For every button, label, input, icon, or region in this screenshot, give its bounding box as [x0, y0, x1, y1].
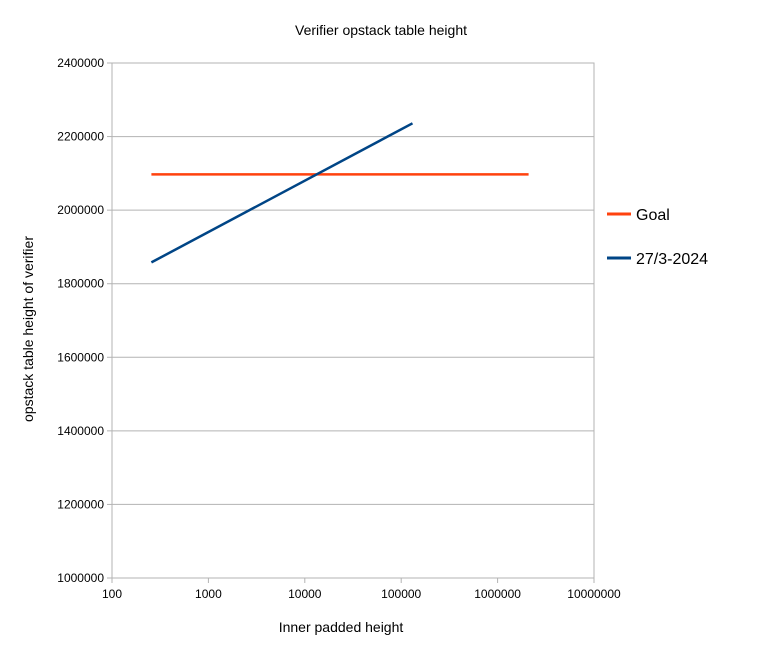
y-axis-ticks: 1000000 1200000 1400000 1600000 1800000 20000…	[57, 56, 112, 585]
legend-label-0: Goal	[636, 207, 670, 224]
y-tick-label: 2200000	[57, 130, 104, 144]
y-tick-label: 1600000	[57, 350, 104, 364]
y-tick-label: 2000000	[57, 203, 104, 217]
y-axis-title: opstack table height of verifier	[20, 236, 36, 422]
x-tick-label: 10000	[288, 587, 322, 601]
x-axis-ticks: 100 1000 10000 100000 1000000 10000000	[102, 578, 621, 601]
chart-title: Verifier opstack table height	[295, 22, 467, 38]
x-tick-label: 1000000	[474, 587, 521, 601]
legend-label-1: 27/3-2024	[636, 251, 708, 268]
y-tick-label: 1000000	[57, 571, 104, 585]
grid	[112, 62, 594, 579]
y-tick-label: 2400000	[57, 56, 104, 70]
legend: Goal 27/3-2024	[607, 207, 708, 268]
series-lines	[150, 122, 529, 264]
x-axis-title: Inner padded height	[279, 619, 404, 635]
x-tick-label: 10000000	[567, 587, 621, 601]
y-tick-label: 1800000	[57, 277, 104, 291]
x-tick-label: 1000	[195, 587, 222, 601]
y-tick-label: 1200000	[57, 497, 104, 511]
plot-area	[111, 62, 595, 579]
x-tick-label: 100	[102, 587, 122, 601]
x-tick-label: 100000	[381, 587, 421, 601]
series-line-1	[150, 122, 414, 264]
y-tick-label: 1400000	[57, 424, 104, 438]
